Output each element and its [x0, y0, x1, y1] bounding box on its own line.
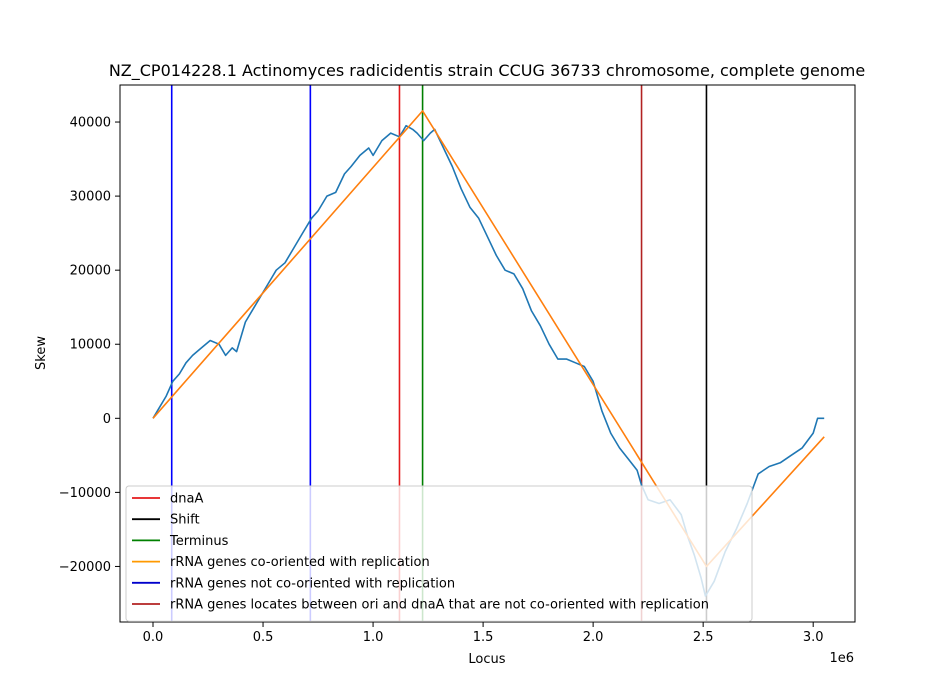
legend-label-0: dnaA — [170, 492, 203, 507]
y-tick-label-0: −20000 — [59, 560, 111, 575]
legend: dnaA Shift Terminus rRNA genes co-oriented … — [125, 485, 753, 622]
legend-label-5: rRNA genes locates between ori and dnaA … — [170, 598, 709, 613]
y-tick-label-2: 0 — [103, 412, 111, 427]
y-tick-label-3: 10000 — [70, 338, 111, 353]
chart-title: NZ_CP014228.1 Actinomyces radicidentis s… — [109, 61, 865, 81]
plot-clipped — [152, 85, 825, 622]
x-tick-label-0: 0.0 — [143, 630, 164, 645]
x-axis-label: Locus — [468, 652, 505, 667]
legend-box — [125, 485, 753, 622]
y-tick-label-5: 30000 — [70, 190, 111, 205]
legend-label-4: rRNA genes not co-oriented with replicat… — [170, 576, 455, 591]
axes-frame — [119, 84, 856, 623]
axes: 0.0 0.5 1.0 1.5 2.0 2.5 3.0 −20000 −10000 0 10000 2… — [59, 84, 856, 645]
x-tick-label-5: 2.5 — [693, 630, 714, 645]
y-tick-label-6: 40000 — [70, 116, 111, 131]
y-axis-label: Skew — [34, 336, 49, 370]
x-tick-label-3: 1.5 — [473, 630, 494, 645]
x-tick-label-6: 3.0 — [803, 630, 824, 645]
y-tick-label-1: −10000 — [59, 486, 111, 501]
plot-area — [152, 85, 825, 622]
legend-label-2: Terminus — [169, 534, 229, 549]
legend-label-3: rRNA genes co-oriented with replication — [170, 555, 430, 570]
x-tick-label-1: 0.5 — [253, 630, 274, 645]
legend-label-1: Shift — [170, 513, 200, 528]
series-line-1 — [152, 110, 825, 568]
y-tick-label-4: 20000 — [70, 264, 111, 279]
x-tick-label-2: 1.0 — [363, 630, 384, 645]
x-tick-label-4: 2.0 — [583, 630, 604, 645]
x-axis-offset-label: 1e6 — [829, 651, 854, 666]
